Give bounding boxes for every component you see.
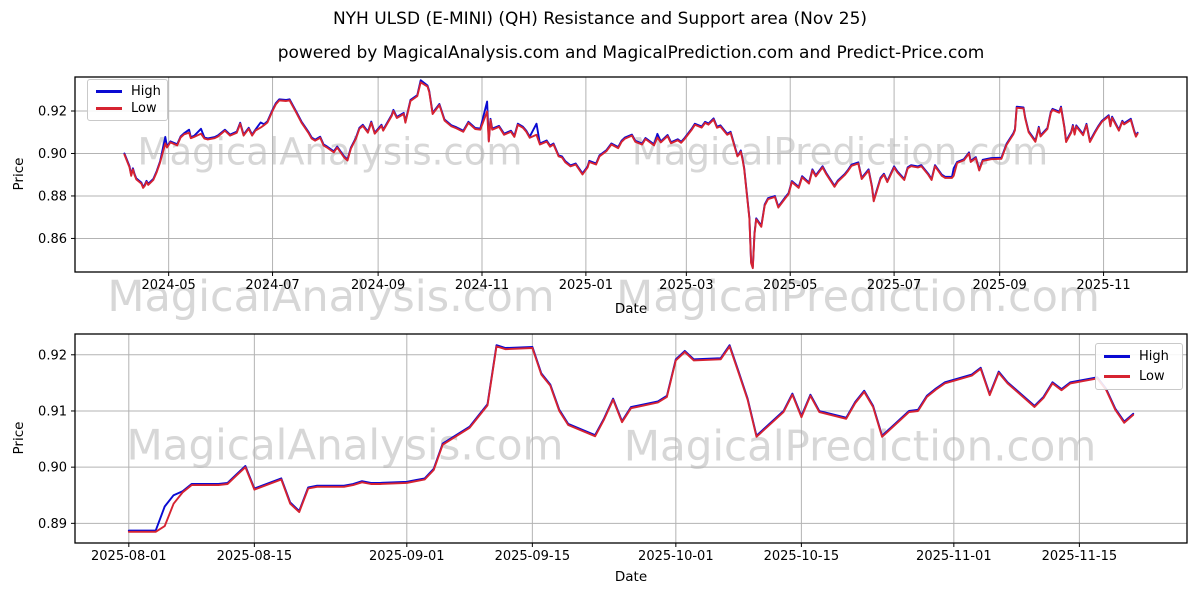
x-tick-label: 2025-10-15 [764,549,840,564]
high-line-swatch [96,89,122,93]
x-tick-label: 2025-09-01 [369,549,445,564]
x-tick-label: 2025-11-01 [916,549,992,564]
bottom-chart-frame [74,333,1188,544]
top-low-line [123,81,1139,270]
high-line-swatch [1104,355,1130,359]
y-tick-label: 0.90 [38,147,67,162]
top-chart-legend: High Low [87,79,168,121]
top-chart-frame [74,76,1188,273]
low-line-swatch [96,107,122,111]
legend-label-high: High [131,83,161,99]
legend-label-low: Low [131,101,157,117]
y-tick-label: 0.89 [38,517,67,532]
x-tick-label: 2024-11 [455,278,509,293]
bottom-chart-legend: High Low [1095,343,1183,390]
top-chart: 2024-05 2024-07 2024-09 2024-11 2025-01 2025-… [38,76,1188,293]
watermark-analysis: MagicalAnalysis.com [126,420,564,470]
watermark-prediction: MagicalPrediction.com [623,421,1097,471]
legend-item-low: Low [88,102,167,115]
legend-label-low: Low [1139,368,1165,384]
x-tick-label: 2025-11-15 [1042,549,1118,564]
legend-item-high: High [88,85,167,98]
y-tick-label: 0.91 [38,404,67,419]
bottom-low-line [127,345,1135,533]
x-tick-label: 2025-09-15 [495,549,571,564]
watermark-prediction: MagicalPrediction.com [616,272,1100,322]
y-tick-label: 0.88 [38,189,67,204]
legend-label-high: High [1139,349,1169,365]
y-tick-label: 0.86 [38,232,67,247]
bottom-chart: 2025-08-01 2025-08-15 2025-09-01 2025-09-15… [38,333,1188,564]
x-tick-label: 2025-05 [763,278,817,293]
bottom-chart-ylabel: Price [11,421,27,455]
legend-item-low: Low [1096,370,1182,383]
x-tick-label: 2025-03 [659,278,713,293]
figure-title: NYH ULSD (E-MINI) (QH) Resistance and Su… [332,9,868,29]
x-tick-label: 2025-10-01 [638,549,714,564]
bottom-chart-xlabel: Date [614,569,648,585]
x-tick-label: 2025-08-01 [91,549,167,564]
watermark-analysis: MagicalAnalysis.com [107,272,555,322]
x-tick-label: 2025-09 [973,278,1027,293]
top-chart-ylabel: Price [11,157,27,191]
x-tick-label: 2024-05 [141,278,195,293]
y-tick-label: 0.92 [38,348,67,363]
x-tick-label: 2025-07 [867,278,921,293]
x-tick-label: 2025-08-15 [217,549,293,564]
legend-item-high: High [1096,350,1182,363]
figure-subtitle: powered by MagicalAnalysis.com and Magic… [277,43,985,63]
low-line-swatch [1104,374,1130,378]
watermark-analysis: MagicalAnalysis.com [137,130,523,174]
top-chart-xlabel: Date [614,301,648,317]
x-tick-label: 2024-09 [351,278,405,293]
x-tick-label: 2025-01 [559,278,613,293]
x-tick-label: 2025-11 [1076,278,1130,293]
y-tick-label: 0.90 [38,461,67,476]
y-tick-label: 0.92 [38,104,67,119]
x-tick-label: 2024-07 [245,278,299,293]
top-high-line [123,79,1139,269]
